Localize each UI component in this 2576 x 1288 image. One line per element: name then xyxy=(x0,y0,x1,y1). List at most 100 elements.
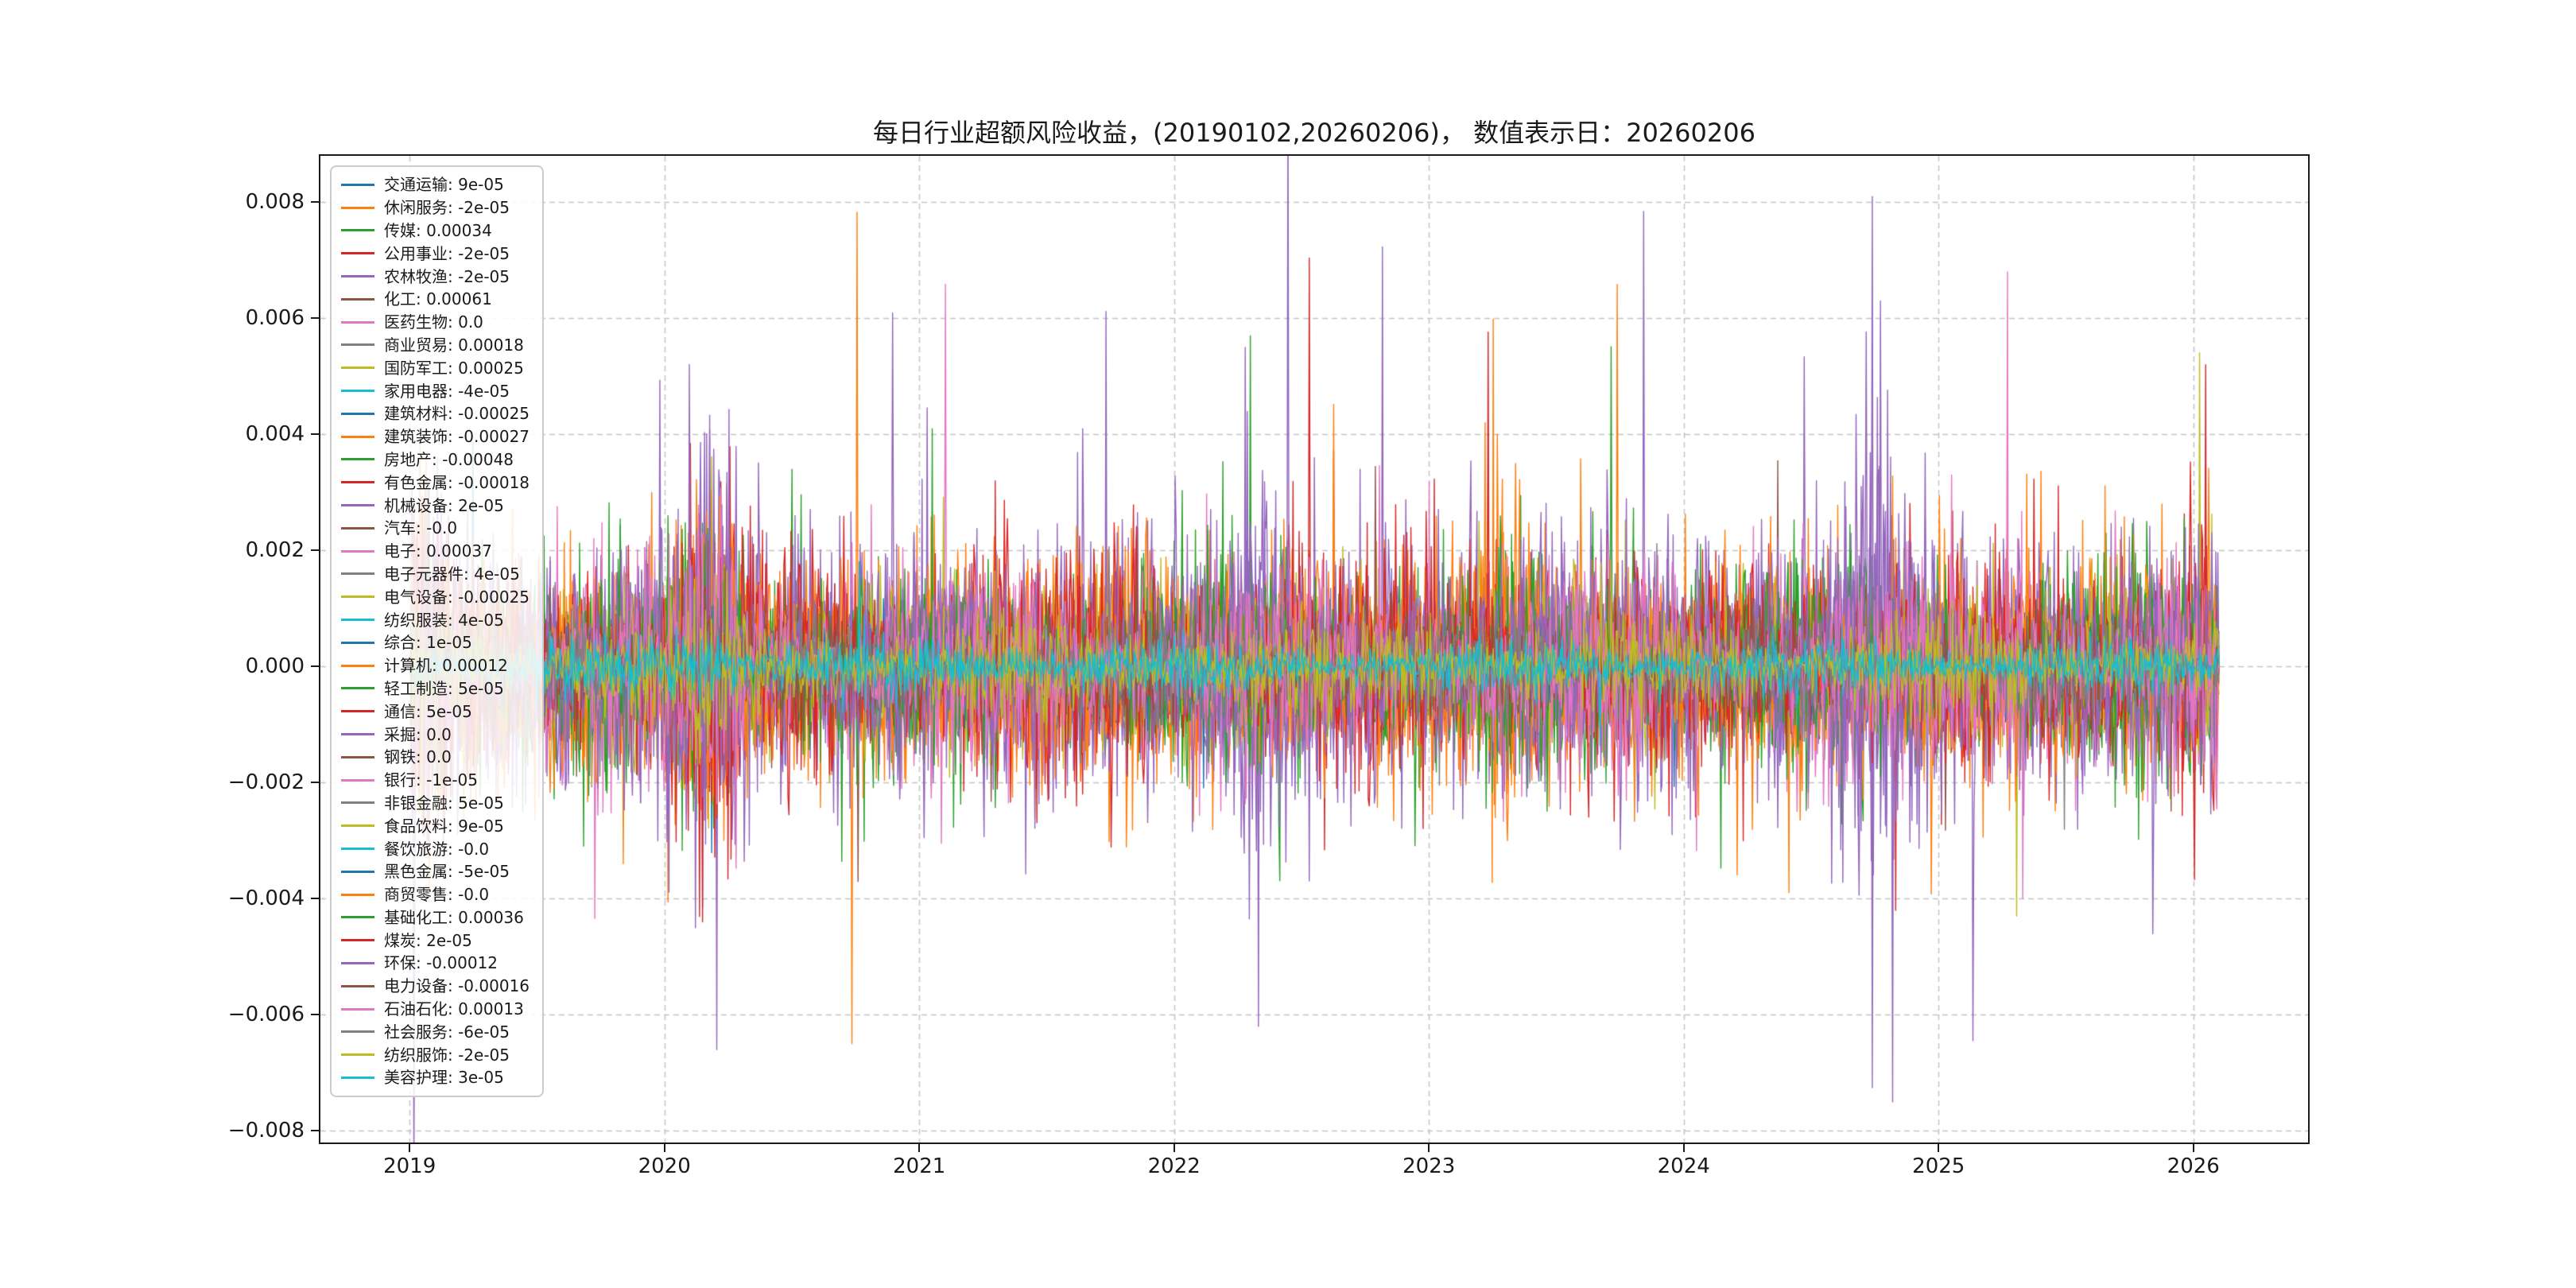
legend-label: 交通运输: 9e-05 xyxy=(384,175,504,195)
legend-item: 休闲服务: -2e-05 xyxy=(341,196,530,219)
legend-line-swatch xyxy=(341,664,374,667)
legend-line-swatch xyxy=(341,297,374,301)
legend: 交通运输: 9e-05 休闲服务: -2e-05 传媒: 0.00034 公用事业: … xyxy=(330,165,545,1097)
legend-line-swatch xyxy=(341,1053,374,1057)
legend-item: 基础化工: 0.00036 xyxy=(341,906,530,929)
legend-label: 食品饮料: 9e-05 xyxy=(384,816,504,836)
legend-item: 农林牧渔: -2e-05 xyxy=(341,265,530,288)
legend-label: 银行: -1e-05 xyxy=(384,770,479,790)
legend-label: 美容护理: 3e-05 xyxy=(384,1068,504,1088)
legend-line-swatch xyxy=(341,367,374,370)
legend-label: 商业贸易: 0.00018 xyxy=(384,335,524,355)
legend-label: 建筑材料: -0.00025 xyxy=(384,404,530,424)
legend-item: 交通运输: 9e-05 xyxy=(341,173,530,196)
legend-label: 汽车: -0.0 xyxy=(384,518,458,538)
legend-label: 传媒: 0.00034 xyxy=(384,220,492,240)
legend-label: 黑色金属: -5e-05 xyxy=(384,862,510,882)
legend-item: 汽车: -0.0 xyxy=(341,517,530,540)
legend-item: 纺织服装: 4e-05 xyxy=(341,608,530,631)
legend-line-swatch xyxy=(341,252,374,255)
legend-line-swatch xyxy=(341,390,374,393)
legend-item: 黑色金属: -5e-05 xyxy=(341,860,530,883)
y-tick-label: −0.008 xyxy=(227,1119,305,1143)
plot-area: 交通运输: 9e-05 休闲服务: -2e-05 传媒: 0.00034 公用事业: … xyxy=(319,154,2310,1144)
x-tick-mark xyxy=(918,1144,921,1152)
legend-line-swatch xyxy=(341,939,374,942)
legend-label: 餐饮旅游: -0.0 xyxy=(384,839,490,859)
legend-line-swatch xyxy=(341,1007,374,1011)
y-tick-label: 0.008 xyxy=(245,190,305,215)
legend-item: 传媒: 0.00034 xyxy=(341,219,530,242)
x-tick-mark xyxy=(409,1144,411,1152)
x-tick-label: 2025 xyxy=(1912,1154,1965,1178)
legend-item: 建筑装饰: -0.00027 xyxy=(341,425,530,448)
legend-line-swatch xyxy=(341,412,374,415)
legend-line-swatch xyxy=(341,733,374,736)
legend-line-swatch xyxy=(341,848,374,850)
x-tick-mark xyxy=(663,1144,665,1152)
legend-label: 纺织服装: 4e-05 xyxy=(384,610,504,630)
legend-line-swatch xyxy=(341,526,374,530)
legend-label: 公用事业: -2e-05 xyxy=(384,243,510,263)
legend-item: 电子: 0.00037 xyxy=(341,540,530,563)
legend-label: 机械设备: 2e-05 xyxy=(384,495,504,515)
y-tick-mark xyxy=(311,1014,319,1016)
legend-label: 房地产: -0.00048 xyxy=(384,449,514,469)
legend-line-swatch xyxy=(341,961,374,964)
x-tick-mark xyxy=(1173,1144,1175,1152)
legend-item: 公用事业: -2e-05 xyxy=(341,242,530,265)
legend-line-swatch xyxy=(341,572,374,576)
legend-line-swatch xyxy=(341,893,374,896)
legend-line-swatch xyxy=(341,778,374,782)
legend-label: 纺织服饰: -2e-05 xyxy=(384,1045,510,1065)
legend-line-swatch xyxy=(341,320,374,324)
y-tick-mark xyxy=(311,433,319,436)
legend-line-swatch xyxy=(341,641,374,644)
legend-line-swatch xyxy=(341,458,374,461)
legend-item: 有色金属: -0.00018 xyxy=(341,471,530,494)
legend-item: 采掘: 0.0 xyxy=(341,723,530,746)
legend-item: 化工: 0.00061 xyxy=(341,288,530,311)
legend-label: 计算机: 0.00012 xyxy=(384,656,508,676)
legend-item: 银行: -1e-05 xyxy=(341,769,530,792)
legend-item: 食品饮料: 9e-05 xyxy=(341,814,530,837)
x-tick-label: 2026 xyxy=(2167,1154,2220,1178)
legend-item: 机械设备: 2e-05 xyxy=(341,494,530,517)
legend-line-swatch xyxy=(341,435,374,438)
y-tick-mark xyxy=(311,201,319,204)
y-tick-mark xyxy=(311,317,319,320)
x-tick-label: 2022 xyxy=(1147,1154,1201,1178)
legend-label: 农林牧渔: -2e-05 xyxy=(384,266,510,286)
legend-label: 化工: 0.00061 xyxy=(384,289,492,309)
legend-label: 电子: 0.00037 xyxy=(384,541,492,561)
legend-label: 基础化工: 0.00036 xyxy=(384,907,524,927)
legend-item: 国防军工: 0.00025 xyxy=(341,356,530,379)
plot-canvas xyxy=(320,156,2308,1143)
legend-label: 商贸零售: -0.0 xyxy=(384,885,490,905)
legend-label: 通信: 5e-05 xyxy=(384,701,472,721)
legend-line-swatch xyxy=(341,596,374,599)
y-tick-mark xyxy=(311,898,319,900)
legend-line-swatch xyxy=(341,275,374,278)
chart-title: 每日行业超额风险收益，(20190102,20260206)， 数值表示日：20… xyxy=(873,118,1755,148)
legend-line-swatch xyxy=(341,229,374,232)
x-tick-mark xyxy=(2192,1144,2194,1152)
legend-label: 非银金融: 5e-05 xyxy=(384,793,504,813)
legend-item: 社会服务: -6e-05 xyxy=(341,1020,530,1043)
x-tick-label: 2020 xyxy=(638,1154,691,1178)
legend-item: 餐饮旅游: -0.0 xyxy=(341,837,530,860)
legend-line-swatch xyxy=(341,916,374,919)
legend-item: 纺织服饰: -2e-05 xyxy=(341,1043,530,1066)
legend-line-swatch xyxy=(341,984,374,987)
y-tick-label: −0.004 xyxy=(227,886,305,911)
legend-item: 钢铁: 0.0 xyxy=(341,746,530,769)
legend-label: 有色金属: -0.00018 xyxy=(384,472,530,492)
legend-label: 环保: -0.00012 xyxy=(384,953,499,973)
y-tick-mark xyxy=(311,549,319,552)
y-tick-mark xyxy=(311,782,319,784)
legend-line-swatch xyxy=(341,824,374,828)
x-tick-label: 2019 xyxy=(383,1154,436,1178)
legend-item: 电气设备: -0.00025 xyxy=(341,585,530,608)
y-tick-label: 0.004 xyxy=(245,422,305,447)
legend-item: 美容护理: 3e-05 xyxy=(341,1066,530,1089)
